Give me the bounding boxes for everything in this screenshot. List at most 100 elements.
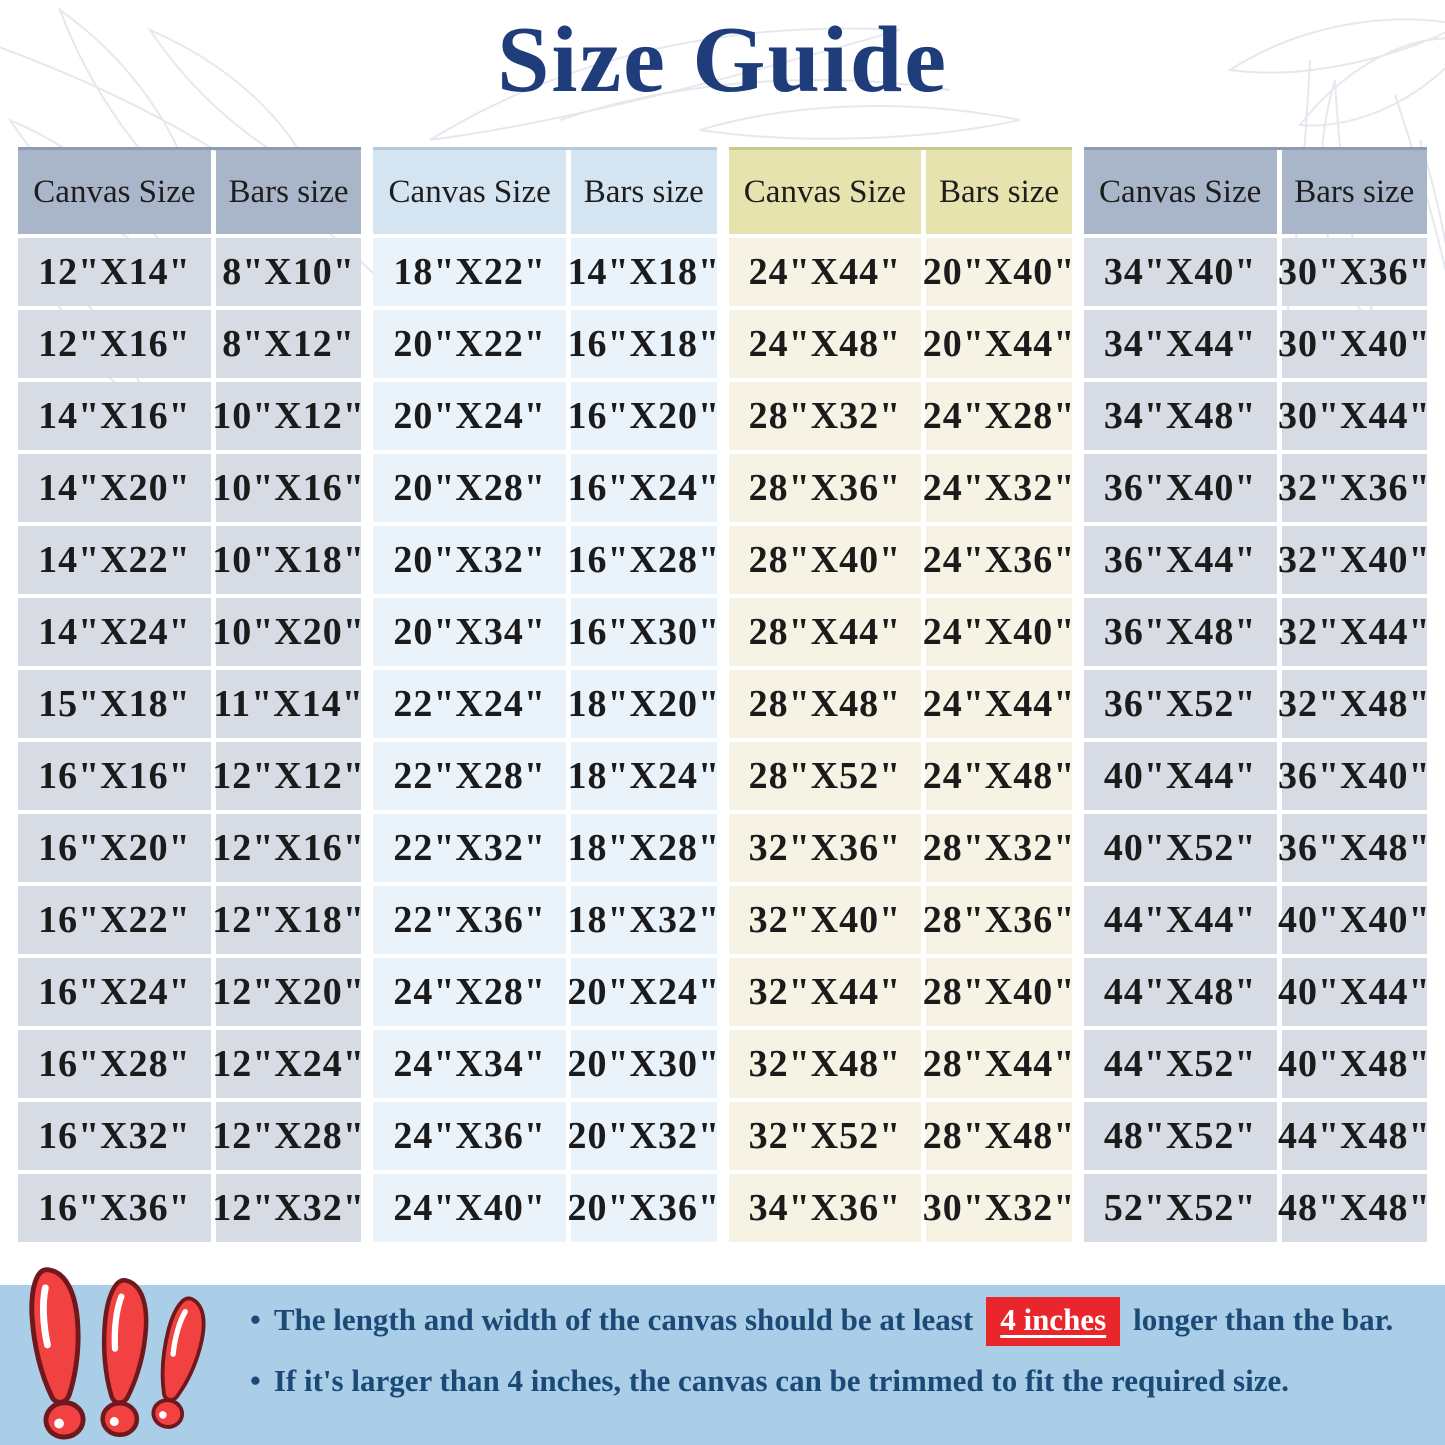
canvas-size-cell: 12"X14"	[18, 238, 211, 306]
table-body: 18"X22" 14"X18" 20"X22" 16"X18" 20"X24" 16"X2…	[373, 238, 719, 1242]
table-row: 16"X16" 12"X12"	[18, 742, 364, 810]
table-row: 16"X36" 12"X32"	[18, 1174, 364, 1242]
canvas-size-cell: 36"X48"	[1083, 598, 1277, 666]
table-row: 36"X48" 32"X44"	[1083, 598, 1430, 666]
canvas-size-cell: 14"X20"	[18, 454, 211, 522]
canvas-size-cell: 20"X34"	[373, 598, 567, 666]
bars-size-cell: 18"X24"	[567, 742, 719, 810]
canvas-size-cell: 40"X44"	[1083, 742, 1277, 810]
bars-size-cell: 20"X36"	[567, 1174, 719, 1242]
note-1-text-after: longer than the bar.	[1133, 1302, 1394, 1337]
size-table-2: Canvas Size Bars size 18"X22" 14"X18" 20"X22…	[373, 147, 719, 1242]
table-row: 32"X48" 28"X44"	[728, 1030, 1074, 1098]
table-row: 20"X32" 16"X28"	[373, 526, 719, 594]
table-row: 20"X28" 16"X24"	[373, 454, 719, 522]
canvas-size-cell: 24"X36"	[373, 1102, 567, 1170]
table-row: 15"X18" 11"X14"	[18, 670, 363, 738]
table-row: 20"X22" 16"X18"	[373, 310, 719, 378]
canvas-size-cell: 32"X48"	[728, 1030, 922, 1098]
canvas-size-cell: 28"X32"	[728, 382, 922, 450]
table-row: 12"X16" 8"X12"	[18, 310, 362, 378]
table-row: 44"X44" 40"X40"	[1083, 886, 1430, 954]
bars-size-cell: 40"X40"	[1278, 886, 1430, 954]
table-body: 24"X44" 20"X40" 24"X48" 20"X44" 28"X32" 24"X2…	[728, 238, 1074, 1242]
table-row: 52"X52" 48"X48"	[1083, 1174, 1430, 1242]
table-header-row: Canvas Size Bars size	[18, 147, 362, 234]
bars-size-cell: 12"X20"	[212, 958, 364, 1026]
canvas-size-cell: 34"X36"	[728, 1174, 922, 1242]
notes-text: • The length and width of the canvas shou…	[250, 1297, 1435, 1403]
table-row: 22"X36" 18"X32"	[373, 886, 719, 954]
table-row: 14"X20" 10"X16"	[18, 454, 364, 522]
canvas-size-cell: 28"X44"	[728, 598, 922, 666]
bars-size-cell: 18"X32"	[567, 886, 719, 954]
table-row: 22"X28" 18"X24"	[373, 742, 719, 810]
canvas-size-cell: 28"X52"	[728, 742, 922, 810]
canvas-size-cell: 16"X16"	[18, 742, 211, 810]
bars-size-cell: 36"X48"	[1278, 814, 1430, 882]
table-row: 14"X22" 10"X18"	[18, 526, 364, 594]
table-row: 18"X22" 14"X18"	[373, 238, 719, 306]
table-header-row: Canvas Size Bars size	[728, 147, 1072, 234]
bars-size-cell: 18"X28"	[567, 814, 719, 882]
bars-size-cell: 36"X40"	[1278, 742, 1430, 810]
canvas-size-cell: 22"X36"	[373, 886, 567, 954]
canvas-size-cell: 20"X32"	[373, 526, 567, 594]
canvas-size-cell: 20"X22"	[373, 310, 567, 378]
size-tables: Canvas Size Bars size 12"X14" 8"X10" 12"X16"…	[18, 147, 1430, 1242]
table-row: 34"X40" 30"X36"	[1083, 238, 1430, 306]
bars-size-cell: 16"X24"	[567, 454, 719, 522]
table-row: 24"X48" 20"X44"	[728, 310, 1074, 378]
bars-size-cell: 28"X36"	[923, 886, 1074, 954]
canvas-size-cell: 34"X48"	[1083, 382, 1277, 450]
table-row: 24"X44" 20"X40"	[728, 238, 1074, 306]
size-table-4: Canvas Size Bars size 34"X40" 30"X36" 34"X44…	[1083, 147, 1430, 1242]
canvas-size-cell: 22"X28"	[373, 742, 567, 810]
bars-size-cell: 44"X48"	[1278, 1102, 1430, 1170]
bars-size-cell: 16"X30"	[567, 598, 719, 666]
table-row: 14"X24" 10"X20"	[18, 598, 364, 666]
canvas-size-cell: 32"X52"	[728, 1102, 922, 1170]
bars-size-cell: 24"X48"	[923, 742, 1074, 810]
table-row: 32"X44" 28"X40"	[728, 958, 1074, 1026]
canvas-size-cell: 16"X24"	[18, 958, 211, 1026]
canvas-size-cell: 12"X16"	[18, 310, 211, 378]
table-body: 34"X40" 30"X36" 34"X44" 30"X40" 34"X48" 30"X4…	[1083, 238, 1430, 1242]
table-row: 36"X40" 32"X36"	[1083, 454, 1430, 522]
canvas-size-header: Canvas Size	[728, 150, 922, 234]
bars-size-cell: 12"X32"	[212, 1174, 364, 1242]
bars-size-header: Bars size	[926, 150, 1072, 234]
bars-size-cell: 20"X40"	[923, 238, 1074, 306]
canvas-size-cell: 14"X22"	[18, 526, 211, 594]
bars-size-cell: 12"X28"	[212, 1102, 364, 1170]
bars-size-cell: 24"X40"	[923, 598, 1074, 666]
canvas-size-cell: 16"X36"	[18, 1174, 211, 1242]
table-row: 32"X52" 28"X48"	[728, 1102, 1074, 1170]
bars-size-cell: 11"X14"	[213, 670, 363, 738]
note-bullet-2: • If it's larger than 4 inches, the canva…	[250, 1359, 1435, 1403]
canvas-size-cell: 16"X28"	[18, 1030, 211, 1098]
table-row: 28"X32" 24"X28"	[728, 382, 1074, 450]
bars-size-cell: 10"X18"	[212, 526, 364, 594]
table-row: 24"X36" 20"X32"	[373, 1102, 719, 1170]
bars-size-cell: 28"X44"	[923, 1030, 1074, 1098]
table-row: 34"X44" 30"X40"	[1083, 310, 1430, 378]
table-row: 40"X44" 36"X40"	[1083, 742, 1430, 810]
canvas-size-cell: 28"X48"	[728, 670, 922, 738]
canvas-size-header: Canvas Size	[1083, 150, 1277, 234]
table-row: 40"X52" 36"X48"	[1083, 814, 1430, 882]
bars-size-cell: 30"X44"	[1278, 382, 1430, 450]
bars-size-cell: 30"X36"	[1278, 238, 1430, 306]
canvas-size-cell: 32"X44"	[728, 958, 922, 1026]
canvas-size-cell: 24"X28"	[373, 958, 567, 1026]
size-table-3: Canvas Size Bars size 24"X44" 20"X40" 24"X48…	[728, 147, 1074, 1242]
canvas-size-cell: 32"X40"	[728, 886, 922, 954]
warning-exclamation-icon	[26, 1269, 236, 1445]
table-row: 32"X36" 28"X32"	[728, 814, 1074, 882]
bars-size-cell: 30"X32"	[923, 1174, 1074, 1242]
bars-size-cell: 24"X28"	[923, 382, 1074, 450]
table-row: 32"X40" 28"X36"	[728, 886, 1074, 954]
canvas-size-cell: 36"X40"	[1083, 454, 1277, 522]
size-table-1: Canvas Size Bars size 12"X14" 8"X10" 12"X16"…	[18, 147, 364, 1242]
table-row: 34"X36" 30"X32"	[728, 1174, 1074, 1242]
